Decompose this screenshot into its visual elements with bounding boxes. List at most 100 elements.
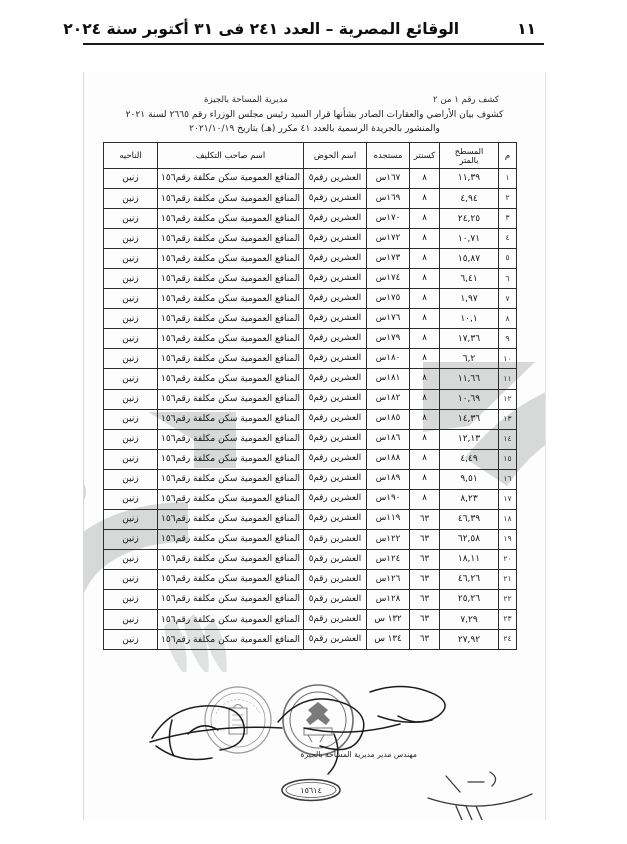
cell-plot: ١٢٨س (366, 588, 410, 611)
table-row: ١٥ ٤,٤٩ ٨ ١٨٨س العشرين رقم٥ المنافع العمومية … (103, 448, 517, 470)
cell-nahia: زنين (103, 228, 158, 250)
cell-kesntar: ٨ (409, 448, 440, 470)
cell-owner: المنافع العمومية سكن مكلفة رقم١٥٦ (157, 408, 304, 430)
cell-seq: ١٦ (498, 468, 517, 490)
cell-owner: المنافع العمومية سكن مكلفة رقم١٥٦ (157, 448, 304, 470)
cell-hod: العشرين رقم٥ (303, 588, 367, 611)
cell-seq: ١ (498, 167, 517, 190)
cell-owner: المنافع العمومية سكن مكلفة رقم١٥٦ (157, 268, 304, 290)
cell-area: ١٠,٧١ (439, 228, 499, 250)
cell-area: ٤٦,٣٩ (439, 508, 499, 530)
cell-kesntar: ٨ (409, 248, 440, 270)
cell-kesntar: ٨ (409, 268, 440, 290)
cell-plot: ١٨١س (366, 368, 410, 390)
cell-nahia: زنين (103, 528, 158, 550)
table-body: ١ ١١,٣٩ ٨ ١٦٧س العشرين رقم٥ المنافع العمومية … (103, 167, 517, 651)
cell-area: ٨,٢٣ (439, 488, 499, 510)
cell-plot: ١٣٢ س (366, 609, 410, 631)
cell-hod: العشرين رقم٥ (303, 448, 367, 470)
official-stamp-right-icon (280, 682, 356, 758)
cell-seq: ١٠ (498, 348, 517, 370)
cell-nahia: زنين (103, 368, 158, 390)
cell-kesntar: ٨ (409, 188, 440, 210)
cell-hod: العشرين رقم٥ (303, 188, 367, 210)
column-header-hod: اسم الحوض (303, 142, 367, 169)
cell-owner: المنافع العمومية سكن مكلفة رقم١٥٦ (157, 488, 304, 510)
table-row: ١٣ ١٤,٣٦ ٨ ١٨٥س العشرين رقم٥ المنافع العمومية… (103, 408, 517, 430)
caption-line-2: والمنشور بالجريدة الرسمية بالعدد ٤١ مكرر… (189, 124, 440, 135)
cell-hod: العشرين رقم٥ (303, 468, 367, 490)
cell-area: ٢٥,٢٦ (439, 588, 499, 611)
column-header-plot: مستجده (366, 142, 410, 169)
cell-plot: ١٩٠س (366, 488, 410, 510)
handwritten-annotation-corner (424, 764, 544, 820)
cell-kesntar: ٦٣ (409, 568, 440, 590)
cell-area: ٤,٩٤ (439, 188, 499, 210)
cell-nahia: زنين (103, 167, 158, 190)
cell-area: ٦٢,٥٨ (439, 528, 499, 550)
cell-area: ٦,٢ (439, 348, 499, 370)
cell-plot: ١٧٦س (366, 308, 410, 330)
scanned-page: كشف رقم ١ من ٢ مديرية المساحة بالجيزة كش… (83, 72, 546, 820)
document-caption: كشف رقم ١ من ٢ مديرية المساحة بالجيزة كش… (84, 94, 545, 136)
cell-nahia: زنين (103, 468, 158, 490)
caption-line-1: كشوف بيان الأراضي والعقارات الصادر بشأنه… (125, 110, 504, 121)
parcels-table: م المسطح بالمتر كسنتر مستجده اسم الحوض ا… (103, 142, 517, 651)
cell-nahia: زنين (103, 308, 158, 330)
table-row: ٤ ١٠,٧١ ٨ ١٧٢س العشرين رقم٥ المنافع العمومية … (103, 228, 517, 250)
cell-nahia: زنين (103, 568, 158, 590)
cell-kesntar: ٨ (409, 348, 440, 370)
signature-area: ١٥٦١٤ (84, 672, 545, 820)
cell-hod: العشرين رقم٥ (303, 528, 367, 550)
cell-hod: العشرين رقم٥ (303, 568, 367, 590)
cell-owner: المنافع العمومية سكن مكلفة رقم١٥٦ (157, 288, 304, 310)
table-row: ٢ ٤,٩٤ ٨ ١٦٩س العشرين رقم٥ المنافع العمومية س… (103, 188, 517, 210)
cell-owner: المنافع العمومية سكن مكلفة رقم١٥٦ (157, 468, 304, 490)
cell-nahia: زنين (103, 408, 158, 430)
cell-seq: ١٤ (498, 428, 517, 450)
cell-plot: ١٨٨س (366, 448, 410, 470)
table-header: م المسطح بالمتر كسنتر مستجده اسم الحوض ا… (103, 142, 517, 169)
cell-hod: العشرين رقم٥ (303, 248, 367, 270)
cell-area: ٢٤,٢٥ (439, 208, 499, 230)
column-header-kesntar: كسنتر (409, 142, 440, 169)
table-header-row: م المسطح بالمتر كسنتر مستجده اسم الحوض ا… (103, 142, 517, 169)
cell-plot: ١٧٢س (366, 228, 410, 250)
cell-hod: العشرين رقم٥ (303, 268, 367, 290)
cell-seq: ٢٠ (498, 548, 517, 570)
cell-kesntar: ٦٣ (409, 629, 440, 651)
cell-seq: ٢٤ (498, 629, 517, 651)
cell-plot: ١٧٣س (366, 248, 410, 270)
stamp-number-badge: ١٥٦١٤ (280, 778, 342, 802)
cell-area: ١١,٣٩ (439, 167, 499, 190)
cell-kesntar: ٦٣ (409, 528, 440, 550)
table-row: ٦ ٦,٤١ ٨ ١٧٤س العشرين رقم٥ المنافع العمومية س… (103, 268, 517, 290)
cell-plot: ١١٩س (366, 508, 410, 530)
cell-owner: المنافع العمومية سكن مكلفة رقم١٥٦ (157, 388, 304, 410)
directorate-label: مديرية المساحة بالجيزة (204, 95, 288, 105)
cell-nahia: زنين (103, 208, 158, 230)
table-row: ٢٤ ٢٧,٩٢ ٦٣ ١٣٤ س العشرين رقم٥ المنافع العموم… (103, 629, 517, 651)
stamp-number-text: ١٥٦١٤ (300, 785, 322, 795)
cell-nahia: زنين (103, 588, 158, 611)
table-row: ٩ ١٧,٣٦ ٨ ١٧٩س العشرين رقم٥ المنافع العمومية … (103, 328, 517, 350)
cell-nahia: زنين (103, 268, 158, 290)
cell-area: ١,٩٧ (439, 288, 499, 310)
cell-kesntar: ٨ (409, 228, 440, 250)
cell-plot: ١٦٧س (366, 167, 410, 190)
signature-caption: مهندس مدير مديرية المساحة بالجيزة (300, 750, 417, 759)
cell-plot: ١٢٤س (366, 548, 410, 570)
cell-kesntar: ٨ (409, 328, 440, 350)
cell-seq: ١١ (498, 368, 517, 390)
cell-area: ٢٧,٩٢ (439, 629, 499, 651)
cell-area: ١١,٦٦ (439, 368, 499, 390)
cell-kesntar: ٦٣ (409, 548, 440, 570)
cell-hod: العشرين رقم٥ (303, 428, 367, 450)
cell-owner: المنافع العمومية سكن مكلفة رقم١٥٦ (157, 248, 304, 270)
cell-hod: العشرين رقم٥ (303, 388, 367, 410)
cell-plot: ١٧٠س (366, 208, 410, 230)
cell-plot: ١٦٩س (366, 188, 410, 210)
cell-plot: ١٨٦س (366, 428, 410, 450)
cell-seq: ١٢ (498, 388, 517, 410)
official-stamp-left-icon (202, 684, 274, 756)
